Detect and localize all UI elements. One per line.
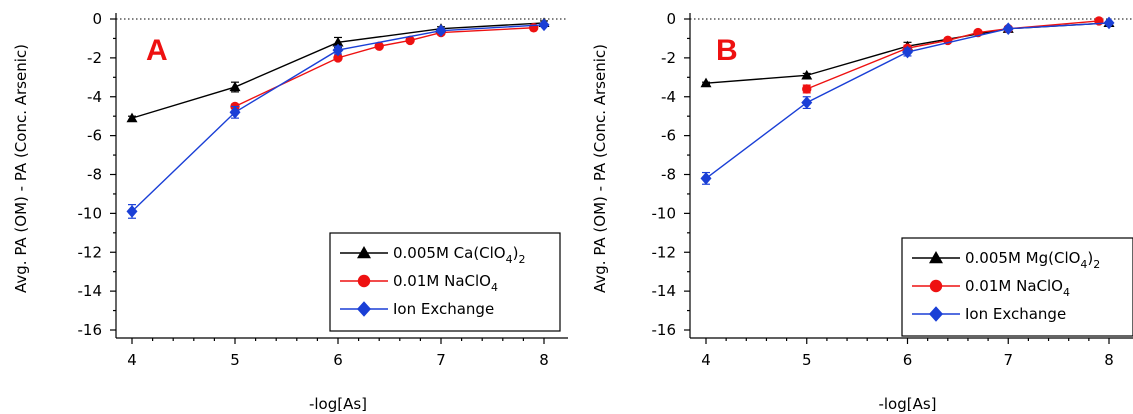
data-point	[374, 41, 384, 51]
panel-b: 0 -2 -4 -6 -8 -10 -12 -14 -16 4 5 6 7 8 -log[As] Avg. P…	[591, 10, 1133, 413]
x-tick-label: 5	[230, 351, 240, 369]
series-diamond	[126, 18, 550, 219]
y-tick-label: -8	[87, 166, 102, 184]
data-point	[332, 43, 344, 57]
legend-label: 0.005M Ca(ClO4)2	[393, 244, 525, 266]
legend-label-sub: 4	[491, 281, 498, 294]
legend-label-sub: 4	[1080, 258, 1087, 271]
data-point	[229, 106, 241, 119]
legend-marker	[357, 246, 371, 259]
y-tick-label: -16	[652, 321, 677, 339]
y-tick-label: 0	[92, 10, 102, 28]
data-point	[700, 77, 712, 88]
data-point	[332, 36, 344, 47]
data-point	[801, 69, 813, 80]
data-point	[1002, 22, 1014, 36]
x-tick-label: 5	[802, 351, 812, 369]
y-tick-label: -12	[652, 243, 677, 261]
legend-marker	[357, 301, 371, 317]
legend-label: Ion Exchange	[393, 300, 494, 318]
series-line	[234, 27, 534, 108]
legend-label-end: )	[1087, 249, 1093, 267]
data-point	[1103, 16, 1115, 30]
data-point	[126, 112, 138, 123]
x-tick-label: 8	[539, 351, 549, 369]
panel-letter: A	[146, 34, 168, 67]
legend-marker	[929, 279, 943, 293]
data-point	[700, 172, 712, 185]
data-point	[229, 81, 241, 92]
y-tick-label: -14	[652, 282, 677, 300]
y-tick-label: -4	[661, 88, 676, 106]
y-tick-label: -14	[78, 282, 103, 300]
y-tick-label: -2	[661, 49, 676, 67]
x-axis-title: -log[As]	[309, 395, 367, 413]
panel-letter: B	[716, 34, 738, 67]
legend-marker	[357, 274, 371, 288]
y-tick-label: -2	[87, 49, 102, 67]
y-tick-label: -4	[87, 88, 102, 106]
x-tick-label: 4	[701, 351, 711, 369]
data-point	[538, 18, 550, 32]
legend-marker	[929, 251, 943, 264]
legend-label-main: Ion Exchange	[965, 305, 1066, 323]
panel-a: 0 -2 -4 -6 -8 -10 -12 -14 -16 4 5 6 7 8 -log[As] Avg. P…	[12, 10, 568, 413]
legend-label: 0.01M NaClO4	[965, 277, 1070, 299]
y-axis-title: Avg. PA (OM) - PA (Conc. Arsenic)	[12, 44, 30, 293]
legend-label: Ion Exchange	[965, 305, 1066, 323]
x-tick-label: 6	[333, 351, 343, 369]
legend-label-main: 0.005M Ca(ClO	[393, 244, 506, 262]
data-point	[801, 96, 813, 109]
data-point	[126, 205, 138, 218]
legend-label-end: )	[513, 244, 519, 262]
y-tick-label: -10	[78, 204, 103, 222]
legend-label-sub: 4	[1063, 286, 1070, 299]
data-point	[902, 45, 913, 59]
y-tick-label: -12	[78, 243, 103, 261]
legend-label: 0.01M NaClO4	[393, 272, 498, 294]
legend-label-sub: 4	[506, 253, 513, 266]
y-tick-label: 0	[666, 10, 676, 28]
x-tick-label: 8	[1104, 351, 1114, 369]
y-tick-label: -6	[87, 127, 102, 145]
legend-label: 0.005M Mg(ClO4)2	[965, 249, 1100, 271]
data-point	[529, 23, 539, 33]
legend-label-main: 0.01M NaClO	[393, 272, 491, 290]
y-tick-label: -16	[78, 321, 103, 339]
x-axis-title: -log[As]	[878, 395, 936, 413]
y-tick-label: -10	[652, 204, 677, 222]
y-tick-label: -8	[661, 166, 676, 184]
legend-label-main: 0.005M Mg(ClO	[965, 249, 1080, 267]
x-tick-label: 4	[127, 351, 137, 369]
series-line	[806, 20, 1099, 90]
data-point	[333, 53, 343, 63]
legend-label-main: 0.01M NaClO	[965, 277, 1063, 295]
data-point	[802, 84, 812, 94]
x-tick-label: 7	[1003, 351, 1013, 369]
data-point	[405, 35, 415, 46]
data-point	[435, 24, 447, 37]
legend-marker	[929, 306, 943, 322]
y-tick-label: -6	[661, 127, 676, 145]
x-tick-label: 7	[436, 351, 446, 369]
series-diamond	[700, 16, 1115, 185]
legend-label-sub: 2	[1093, 258, 1100, 271]
y-axis-title: Avg. PA (OM) - PA (Conc. Arsenic)	[591, 44, 609, 293]
x-tick-label: 6	[903, 351, 913, 369]
legend-label-main: Ion Exchange	[393, 300, 494, 318]
series-triangle	[126, 17, 550, 123]
legend-label-sub: 2	[518, 253, 525, 266]
